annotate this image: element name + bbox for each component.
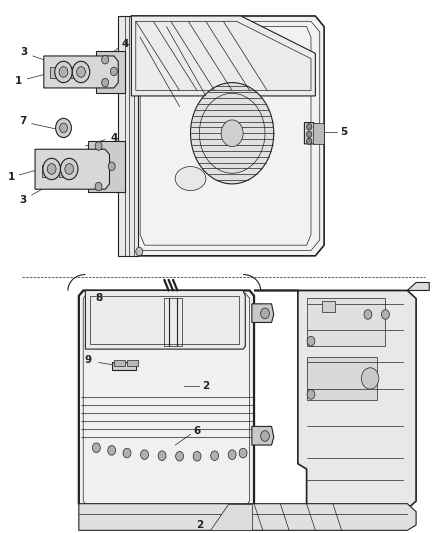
Text: 6: 6 (194, 426, 201, 435)
Polygon shape (79, 504, 416, 530)
Text: 2: 2 (196, 520, 203, 530)
Polygon shape (118, 16, 138, 256)
Bar (114, 360, 125, 366)
Circle shape (92, 443, 100, 453)
Circle shape (108, 446, 116, 455)
Circle shape (364, 310, 372, 319)
Circle shape (193, 451, 201, 461)
Circle shape (136, 247, 143, 256)
Bar (127, 360, 138, 366)
Circle shape (108, 162, 115, 171)
Circle shape (307, 124, 312, 130)
Text: 2: 2 (202, 382, 209, 391)
Circle shape (77, 67, 85, 77)
Polygon shape (210, 504, 252, 530)
Text: 5: 5 (340, 127, 347, 137)
Polygon shape (252, 304, 274, 322)
Circle shape (158, 451, 166, 461)
Bar (67, 67, 79, 78)
Circle shape (55, 61, 72, 83)
Circle shape (56, 118, 71, 138)
Circle shape (381, 310, 389, 319)
Circle shape (95, 182, 102, 191)
Polygon shape (304, 123, 318, 144)
Circle shape (43, 158, 60, 180)
Circle shape (176, 451, 184, 461)
Polygon shape (307, 298, 385, 346)
Circle shape (307, 131, 312, 138)
Text: 1: 1 (7, 172, 14, 182)
Circle shape (123, 448, 131, 458)
Bar (42, 165, 54, 177)
Polygon shape (79, 290, 254, 509)
Circle shape (60, 158, 78, 180)
Circle shape (141, 450, 148, 459)
Bar (59, 165, 71, 177)
Polygon shape (313, 123, 324, 144)
Polygon shape (88, 141, 125, 192)
Polygon shape (112, 362, 136, 370)
Circle shape (102, 78, 109, 87)
Polygon shape (307, 357, 377, 400)
Circle shape (261, 431, 269, 441)
Ellipse shape (175, 166, 206, 191)
Circle shape (307, 138, 312, 144)
Text: 1: 1 (15, 76, 22, 86)
Circle shape (47, 164, 56, 174)
Bar (322, 301, 335, 312)
Circle shape (59, 67, 68, 77)
Circle shape (95, 142, 102, 150)
Polygon shape (298, 282, 429, 290)
Text: 3: 3 (21, 47, 28, 57)
Text: 7: 7 (19, 116, 26, 126)
Circle shape (221, 120, 243, 147)
Polygon shape (44, 56, 118, 88)
Circle shape (191, 83, 274, 184)
Circle shape (102, 55, 109, 64)
Circle shape (60, 123, 67, 133)
Circle shape (361, 368, 379, 389)
Text: 4: 4 (121, 39, 128, 49)
Circle shape (72, 61, 90, 83)
Polygon shape (96, 51, 125, 93)
Text: 8: 8 (95, 294, 102, 303)
Text: 9: 9 (84, 355, 91, 365)
Circle shape (228, 450, 236, 459)
Polygon shape (35, 149, 110, 189)
Polygon shape (131, 16, 315, 96)
Circle shape (261, 308, 269, 319)
Circle shape (65, 164, 74, 174)
Bar (50, 67, 63, 78)
Circle shape (307, 336, 315, 346)
Polygon shape (254, 290, 416, 509)
Circle shape (211, 451, 219, 461)
Circle shape (307, 390, 315, 399)
Text: 3: 3 (19, 196, 26, 205)
Polygon shape (85, 290, 245, 349)
Circle shape (110, 67, 117, 76)
Circle shape (239, 448, 247, 458)
Polygon shape (123, 16, 324, 256)
Polygon shape (252, 426, 274, 445)
Text: 4: 4 (110, 133, 117, 142)
